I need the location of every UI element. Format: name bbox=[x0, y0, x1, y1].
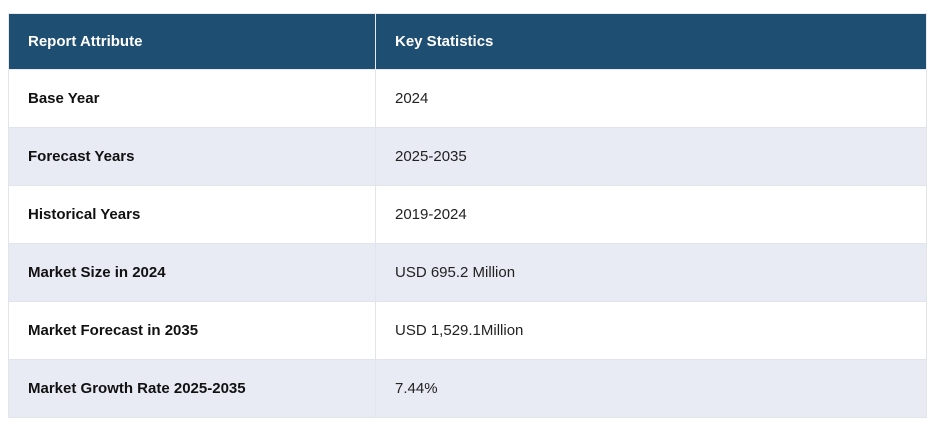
table-header: Report Attribute Key Statistics bbox=[8, 13, 927, 70]
value-cell: USD 1,529.1Million bbox=[375, 301, 927, 360]
attribute-cell: Historical Years bbox=[8, 185, 376, 244]
table-row: Market Forecast in 2035 USD 1,529.1Milli… bbox=[8, 301, 927, 360]
table-row: Base Year 2024 bbox=[8, 69, 927, 128]
report-statistics-table: Report Attribute Key Statistics Base Yea… bbox=[8, 13, 927, 418]
table-row: Market Size in 2024 USD 695.2 Million bbox=[8, 243, 927, 302]
table-body: Base Year 2024 Forecast Years 2025-2035 … bbox=[8, 69, 927, 418]
attribute-cell: Market Growth Rate 2025-2035 bbox=[8, 359, 376, 418]
column-header-key-statistics: Key Statistics bbox=[375, 13, 927, 70]
attribute-cell: Base Year bbox=[8, 69, 376, 128]
attribute-cell: Market Size in 2024 bbox=[8, 243, 376, 302]
table-row: Market Growth Rate 2025-2035 7.44% bbox=[8, 359, 927, 418]
value-cell: 2024 bbox=[375, 69, 927, 128]
value-cell: USD 695.2 Million bbox=[375, 243, 927, 302]
header-row: Report Attribute Key Statistics bbox=[8, 13, 927, 70]
value-cell: 2025-2035 bbox=[375, 127, 927, 186]
attribute-cell: Forecast Years bbox=[8, 127, 376, 186]
table-row: Historical Years 2019-2024 bbox=[8, 185, 927, 244]
column-header-report-attribute: Report Attribute bbox=[8, 13, 376, 70]
attribute-cell: Market Forecast in 2035 bbox=[8, 301, 376, 360]
value-cell: 2019-2024 bbox=[375, 185, 927, 244]
value-cell: 7.44% bbox=[375, 359, 927, 418]
table-row: Forecast Years 2025-2035 bbox=[8, 127, 927, 186]
